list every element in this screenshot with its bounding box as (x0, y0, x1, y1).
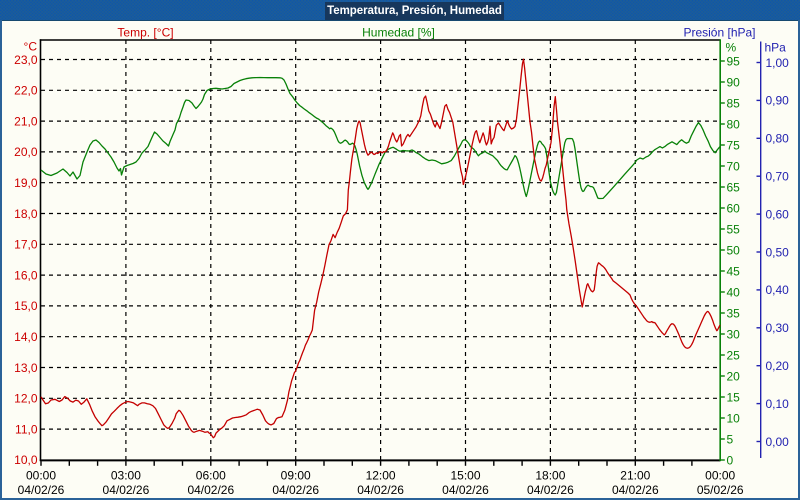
svg-text:1,00: 1,00 (766, 56, 790, 70)
svg-text:00:00: 00:00 (26, 469, 56, 483)
svg-text:Temp. [°C]: Temp. [°C] (117, 26, 173, 40)
svg-text:04/02/26: 04/02/26 (442, 483, 489, 497)
svg-text:13,0: 13,0 (14, 361, 38, 375)
svg-text:10,0: 10,0 (14, 453, 38, 467)
svg-text:16,0: 16,0 (14, 268, 38, 282)
svg-text:00:00: 00:00 (705, 469, 735, 483)
svg-text:65: 65 (727, 180, 741, 194)
svg-text:20: 20 (727, 369, 741, 383)
svg-text:75: 75 (727, 138, 741, 152)
svg-text:15:00: 15:00 (450, 469, 480, 483)
svg-text:0,10: 0,10 (766, 397, 790, 411)
svg-text:85: 85 (727, 96, 741, 110)
svg-text:09:00: 09:00 (281, 469, 311, 483)
svg-text:05/02/26: 05/02/26 (697, 483, 744, 497)
svg-text:50: 50 (727, 243, 741, 257)
svg-text:0,40: 0,40 (766, 283, 790, 297)
svg-text:17,0: 17,0 (14, 238, 38, 252)
svg-text:23,0: 23,0 (14, 53, 38, 67)
svg-text:04/02/26: 04/02/26 (612, 483, 659, 497)
svg-text:40: 40 (727, 285, 741, 299)
svg-text:25: 25 (727, 348, 741, 362)
svg-text:0,50: 0,50 (766, 245, 790, 259)
svg-text:0,80: 0,80 (766, 132, 790, 146)
svg-text:14,0: 14,0 (14, 330, 38, 344)
svg-text:0,00: 0,00 (766, 435, 790, 449)
svg-text:95: 95 (727, 54, 741, 68)
svg-text:55: 55 (727, 222, 741, 236)
svg-text:0,20: 0,20 (766, 359, 790, 373)
svg-text:Presión [hPa]: Presión [hPa] (683, 26, 755, 40)
svg-text:12,0: 12,0 (14, 392, 38, 406)
svg-text:30: 30 (727, 327, 741, 341)
svg-text:80: 80 (727, 117, 741, 131)
svg-text:10: 10 (727, 411, 741, 425)
svg-text:22,0: 22,0 (14, 84, 38, 98)
svg-text:21,0: 21,0 (14, 114, 38, 128)
svg-text:0,60: 0,60 (766, 207, 790, 221)
svg-text:12:00: 12:00 (366, 469, 396, 483)
svg-text:21:00: 21:00 (620, 469, 650, 483)
svg-text:70: 70 (727, 159, 741, 173)
svg-text:04/02/26: 04/02/26 (187, 483, 234, 497)
svg-text:04/02/26: 04/02/26 (272, 483, 319, 497)
svg-text:hPa: hPa (765, 41, 787, 55)
svg-text:°C: °C (24, 40, 38, 54)
svg-text:0: 0 (727, 453, 734, 467)
svg-text:20,0: 20,0 (14, 145, 38, 159)
svg-text:15,0: 15,0 (14, 299, 38, 313)
svg-text:0,90: 0,90 (766, 94, 790, 108)
svg-text:04/02/26: 04/02/26 (103, 483, 150, 497)
svg-text:Humedad [%]: Humedad [%] (362, 26, 435, 40)
svg-text:19,0: 19,0 (14, 176, 38, 190)
svg-text:60: 60 (727, 201, 741, 215)
svg-text:90: 90 (727, 75, 741, 89)
svg-text:35: 35 (727, 306, 741, 320)
svg-text:04/02/26: 04/02/26 (357, 483, 404, 497)
svg-text:03:00: 03:00 (111, 469, 141, 483)
svg-text:0,30: 0,30 (766, 321, 790, 335)
svg-text:15: 15 (727, 390, 741, 404)
svg-text:06:00: 06:00 (196, 469, 226, 483)
svg-text:11,0: 11,0 (15, 422, 38, 436)
svg-text:04/02/26: 04/02/26 (18, 483, 65, 497)
svg-text:5: 5 (727, 432, 734, 446)
svg-text:%: % (726, 41, 737, 55)
svg-text:18,0: 18,0 (14, 207, 38, 221)
svg-text:45: 45 (727, 264, 741, 278)
svg-text:04/02/26: 04/02/26 (527, 483, 574, 497)
svg-text:18:00: 18:00 (535, 469, 565, 483)
svg-text:0,70: 0,70 (766, 170, 790, 184)
